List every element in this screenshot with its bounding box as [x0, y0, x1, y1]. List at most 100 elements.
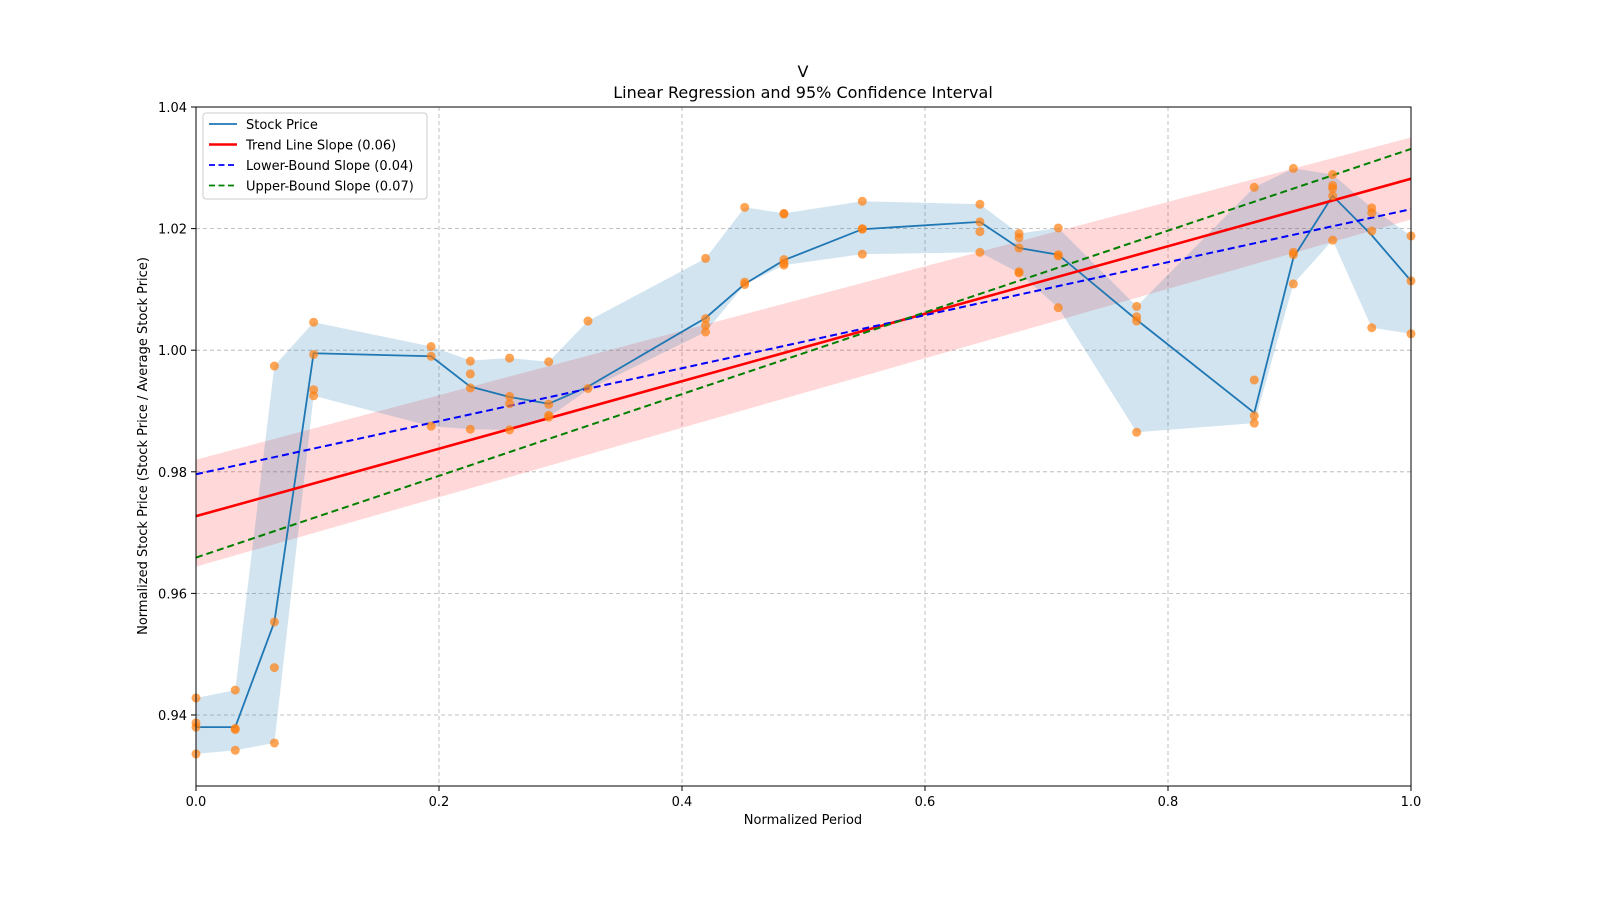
- plot-area-frame: [195, 106, 1412, 787]
- scatter-point: [1288, 163, 1298, 173]
- scatter-point: [1053, 223, 1063, 233]
- scatter-point: [1328, 183, 1338, 193]
- legend: Stock Price Trend Line Slope (0.06) Lower-…: [202, 112, 428, 200]
- scatter-point: [269, 361, 279, 371]
- chart-subtitle: Linear Regression and 95% Confidence Int…: [613, 83, 993, 102]
- scatter-point: [1367, 226, 1377, 236]
- y-axis: 0.94 0.96 0.98 1.00 1.02 1.04: [158, 101, 196, 724]
- stock-price-band: [196, 168, 1411, 754]
- scatter-point: [857, 196, 867, 206]
- scatter-point: [1249, 375, 1259, 385]
- scatter-point: [465, 356, 475, 366]
- scatter-point: [1132, 427, 1142, 437]
- scatter-point: [857, 249, 867, 259]
- y-tick-label: 1.04: [158, 101, 187, 116]
- scatter-point: [1132, 301, 1142, 311]
- y-tick-label: 1.02: [158, 223, 187, 238]
- legend-box: [202, 112, 428, 200]
- y-tick-label: 0.98: [158, 466, 187, 481]
- x-axis: 0.0 0.2 0.4 0.6 0.8 1.0: [186, 786, 1422, 810]
- scatter-point: [583, 316, 593, 326]
- scatter-point: [975, 247, 985, 257]
- scatter-point: [1249, 182, 1259, 192]
- scatter-point: [465, 424, 475, 434]
- lower-bound-line: [195, 208, 1412, 476]
- legend-label: Trend Line Slope (0.06): [245, 139, 396, 154]
- scatter-point: [1132, 316, 1142, 326]
- scatter-point: [701, 327, 711, 337]
- scatter-point: [975, 227, 985, 237]
- x-tick-label: 0.8: [1158, 795, 1179, 810]
- scatter-point: [309, 391, 319, 401]
- scatter-point: [309, 349, 319, 359]
- scatter-point: [779, 209, 789, 219]
- scatter-point: [701, 253, 711, 263]
- scatter-point: [740, 202, 750, 212]
- scatter-point: [426, 351, 436, 361]
- legend-label: Upper-Bound Slope (0.07): [246, 180, 414, 195]
- scatter-point: [1328, 191, 1338, 201]
- scatter-point: [269, 617, 279, 627]
- scatter-point: [269, 663, 279, 673]
- legend-label: Stock Price: [246, 118, 318, 133]
- scatter-point: [583, 384, 593, 394]
- scatter-point: [1288, 250, 1298, 260]
- upper-bound-line: [195, 148, 1412, 559]
- scatter-point: [1367, 323, 1377, 333]
- y-tick-label: 0.96: [158, 587, 187, 602]
- trend-line: [195, 177, 1412, 518]
- y-tick-label: 1.00: [158, 344, 187, 359]
- scatter-point: [1249, 418, 1259, 428]
- scatter-point: [740, 280, 750, 290]
- scatter-point: [544, 412, 554, 422]
- scatter-point: [426, 342, 436, 352]
- scatter-point: [975, 217, 985, 227]
- x-tick-label: 0.6: [915, 795, 936, 810]
- x-tick-label: 0.4: [672, 795, 693, 810]
- scatter-point: [1053, 251, 1063, 261]
- grid: [196, 107, 1411, 786]
- legend-label: Lower-Bound Slope (0.04): [246, 159, 413, 174]
- scatter-point: [230, 745, 240, 755]
- scatter-point: [1014, 268, 1024, 278]
- scatter-point: [701, 320, 711, 330]
- scatter-point: [1328, 235, 1338, 245]
- scatter-point: [465, 383, 475, 393]
- scatter-point: [230, 685, 240, 695]
- scatter-point: [1367, 208, 1377, 218]
- y-axis-label: Normalized Stock Price (Stock Price / Av…: [136, 257, 151, 635]
- scatter-point: [426, 421, 436, 431]
- scatter-point: [309, 317, 319, 327]
- lines-group: [195, 148, 1412, 729]
- scatter-point: [505, 353, 515, 363]
- scatter-point: [1014, 243, 1024, 253]
- scatter-point: [505, 391, 515, 401]
- scatter-point: [857, 224, 867, 234]
- scatter-point: [465, 369, 475, 379]
- scatter-point: [544, 399, 554, 409]
- stock-price-line: [196, 194, 1412, 729]
- x-tick-label: 1.0: [1401, 795, 1422, 810]
- scatter-point: [1288, 279, 1298, 289]
- y-tick-label: 0.94: [158, 709, 187, 724]
- confidence-band-group: [196, 137, 1411, 567]
- scatter-point: [505, 399, 515, 409]
- scatter-point: [505, 425, 515, 435]
- scatter-point: [1328, 169, 1338, 179]
- scatter-point: [1014, 233, 1024, 243]
- scatter-point: [1053, 303, 1063, 313]
- scatter-point: [975, 199, 985, 209]
- chart-title: V: [798, 62, 809, 81]
- scatter-point: [269, 738, 279, 748]
- price-band-group: [196, 168, 1411, 754]
- x-tick-label: 0.0: [186, 795, 207, 810]
- scatter-point: [779, 260, 789, 270]
- scatter-point: [701, 314, 711, 324]
- scatter-point: [544, 357, 554, 367]
- scatter-point: [230, 725, 240, 735]
- x-tick-label: 0.2: [429, 795, 450, 810]
- x-axis-label: Normalized Period: [744, 813, 862, 828]
- scatter-point: [1249, 411, 1259, 421]
- confidence-band: [196, 137, 1411, 567]
